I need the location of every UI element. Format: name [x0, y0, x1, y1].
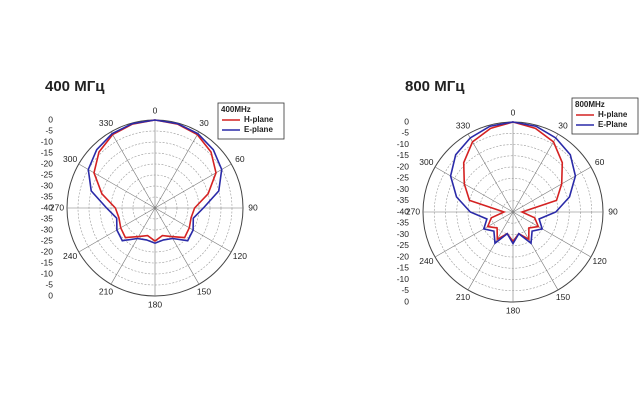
- r-tick-label: -25: [397, 173, 410, 183]
- legend-label: E-Plane: [598, 120, 628, 129]
- pattern-line: [449, 121, 577, 246]
- spoke: [154, 163, 232, 209]
- r-tick-label: -5: [401, 285, 409, 295]
- r-tick-label: -20: [41, 158, 54, 168]
- r-tick-label: 0: [48, 114, 53, 124]
- r-tick-label: -30: [397, 229, 410, 239]
- r-tick-label: 0: [404, 296, 409, 306]
- theta-tick-label: 90: [608, 206, 618, 216]
- theta-tick-label: 270: [406, 206, 420, 216]
- legend-label: E-plane: [244, 125, 273, 134]
- r-tick-label: -20: [397, 251, 410, 261]
- spoke: [434, 166, 514, 213]
- spoke: [154, 207, 200, 285]
- theta-tick-label: 150: [197, 286, 211, 296]
- theta-tick-label: 180: [506, 305, 520, 315]
- spoke: [434, 211, 514, 258]
- r-tick-label: -30: [41, 180, 54, 190]
- theta-tick-label: 0: [511, 107, 516, 117]
- theta-tick-label: 300: [419, 157, 433, 167]
- r-tick-label: -25: [41, 235, 54, 245]
- legend-title: 400MHz: [221, 105, 251, 114]
- theta-tick-label: 0: [153, 105, 158, 115]
- theta-tick-label: 240: [63, 251, 77, 261]
- r-tick-label: -15: [41, 257, 54, 267]
- theta-tick-label: 210: [456, 292, 470, 302]
- pattern-line: [93, 119, 217, 242]
- r-tick-label: -10: [41, 136, 54, 146]
- r-tick-label: -35: [41, 213, 54, 223]
- r-tick-label: -40: [397, 206, 410, 216]
- legend-box: [217, 102, 285, 140]
- r-tick-label: -5: [401, 128, 409, 138]
- r-tick-label: -10: [397, 139, 410, 149]
- r-tick-label: -5: [45, 125, 53, 135]
- r-tick-label: -40: [41, 202, 54, 212]
- r-tick-label: 0: [404, 116, 409, 126]
- spoke: [512, 133, 559, 213]
- r-tick-label: -35: [397, 218, 410, 228]
- r-tick-label: -25: [397, 240, 410, 250]
- r-tick-label: 0: [48, 290, 53, 300]
- legend-label: H-plane: [598, 110, 628, 119]
- legend-box: [571, 97, 639, 135]
- spoke: [467, 211, 514, 291]
- r-tick-label: -20: [397, 161, 410, 171]
- spoke: [78, 163, 156, 209]
- legend-title: 800MHz: [575, 100, 605, 109]
- spoke: [512, 211, 559, 291]
- theta-tick-label: 30: [558, 121, 568, 131]
- r-tick-label: -10: [397, 274, 410, 284]
- theta-tick-label: 330: [456, 121, 470, 131]
- theta-tick-label: 90: [248, 202, 258, 212]
- r-tick-label: -35: [397, 195, 410, 205]
- theta-tick-label: 330: [99, 118, 113, 128]
- theta-tick-label: 120: [593, 256, 607, 266]
- theta-tick-label: 120: [233, 251, 247, 261]
- spoke: [512, 211, 592, 258]
- theta-tick-label: 60: [235, 154, 245, 164]
- r-tick-label: -5: [45, 279, 53, 289]
- legend-label: H-plane: [244, 115, 274, 124]
- chart-title: 800 МГц: [405, 78, 465, 95]
- spoke: [154, 131, 200, 209]
- r-tick-label: -30: [41, 224, 54, 234]
- spoke: [467, 133, 514, 213]
- theta-tick-label: 60: [595, 157, 605, 167]
- spoke: [110, 131, 156, 209]
- r-tick-label: -35: [41, 191, 54, 201]
- theta-tick-label: 240: [419, 256, 433, 266]
- theta-tick-label: 150: [556, 292, 570, 302]
- r-tick-label: -15: [397, 150, 410, 160]
- spoke: [512, 166, 592, 213]
- theta-tick-label: 300: [63, 154, 77, 164]
- spoke: [110, 207, 156, 285]
- r-tick-label: -30: [397, 184, 410, 194]
- theta-tick-label: 30: [199, 118, 209, 128]
- r-tick-label: -15: [397, 263, 410, 273]
- pattern-line: [87, 119, 223, 245]
- chart-title: 400 МГц: [45, 78, 105, 95]
- theta-tick-label: 180: [148, 299, 162, 309]
- r-tick-label: -10: [41, 268, 54, 278]
- r-tick-label: -20: [41, 246, 54, 256]
- theta-tick-label: 210: [99, 286, 113, 296]
- r-tick-label: -25: [41, 169, 54, 179]
- r-tick-label: -15: [41, 147, 54, 157]
- theta-tick-label: 270: [50, 202, 64, 212]
- pattern-line: [462, 121, 564, 243]
